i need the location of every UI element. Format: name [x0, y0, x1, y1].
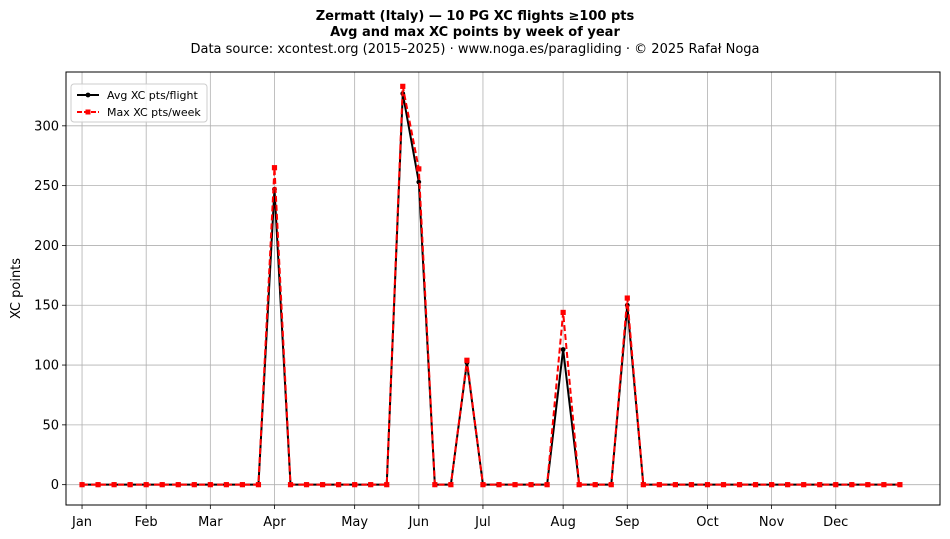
data-point — [608, 482, 614, 488]
data-point — [560, 347, 566, 352]
data-point — [175, 482, 181, 488]
data-point — [833, 482, 839, 488]
data-point — [544, 482, 550, 488]
data-point — [480, 482, 486, 488]
y-tick-label: 100 — [34, 359, 59, 374]
data-point — [159, 482, 165, 488]
data-point — [111, 482, 117, 488]
data-point — [416, 166, 422, 172]
data-point — [303, 482, 310, 488]
y-tick-label: 0 — [51, 478, 59, 493]
data-point — [368, 482, 374, 488]
series-max — [79, 83, 903, 488]
data-point — [560, 309, 566, 316]
data-point — [624, 295, 630, 301]
data-point — [400, 83, 406, 89]
x-tick-label: Jan — [71, 515, 92, 530]
data-point — [704, 482, 711, 488]
plot-frame — [65, 71, 941, 506]
x-tick-label: Feb — [135, 515, 158, 530]
data-point — [752, 482, 759, 488]
x-tick-label: Oct — [696, 515, 718, 530]
chart-title: Zermatt (Italy) — 10 PG XC flights ≥100 … — [315, 9, 635, 24]
data-point — [720, 482, 727, 488]
y-tick-label: 50 — [42, 418, 59, 433]
data-point — [384, 482, 390, 488]
series-line — [82, 85, 900, 486]
y-tick-label: 150 — [34, 299, 59, 314]
data-point — [223, 482, 229, 488]
data-point — [672, 482, 678, 488]
data-point — [801, 482, 807, 488]
data-point — [849, 482, 855, 488]
data-point — [79, 482, 85, 488]
x-tick-label: May — [341, 515, 368, 530]
y-tick-label: 250 — [34, 179, 59, 194]
data-point — [736, 482, 743, 488]
data-point — [817, 482, 823, 488]
data-point — [352, 482, 358, 488]
legend-box — [70, 83, 208, 123]
data-point — [191, 482, 197, 488]
legend-marker — [85, 92, 91, 98]
data-point — [336, 482, 342, 488]
legend-label: Avg XC pts/flight — [107, 89, 198, 102]
data-point — [496, 482, 502, 488]
y-axis: 0 50 100 150 200 250 300 — [34, 119, 66, 493]
x-tick-label: Sep — [615, 515, 640, 530]
x-axis: Jan Feb Mar Apr May Jun Jul Aug Sep Oct Nov Dec — [71, 505, 848, 530]
x-tick-label: Nov — [759, 515, 785, 530]
data-point — [464, 357, 470, 363]
y-axis-label: XC points — [9, 258, 24, 319]
grid-lines — [66, 72, 940, 505]
data-point — [512, 482, 518, 488]
data-point — [319, 482, 326, 488]
data-point — [448, 482, 454, 488]
data-point — [432, 482, 438, 488]
data-point — [239, 482, 246, 488]
data-point — [897, 482, 903, 488]
data-point — [207, 482, 213, 488]
data-point — [769, 482, 775, 488]
y-tick-label: 300 — [34, 119, 59, 134]
x-tick-label: Mar — [198, 515, 223, 530]
data-point — [688, 482, 695, 488]
data-point — [95, 482, 101, 488]
series-avg — [79, 91, 903, 488]
x-tick-label: Apr — [263, 515, 286, 530]
x-tick-label: Jun — [408, 515, 429, 530]
x-tick-label: Jul — [474, 515, 491, 530]
series-line — [82, 92, 900, 486]
chart-source-line: Data source: xcontest.org (2015–2025) · … — [190, 42, 760, 57]
data-point — [271, 165, 278, 171]
data-point — [576, 482, 582, 488]
x-tick-label: Dec — [823, 515, 848, 530]
legend-marker — [85, 109, 91, 115]
legend: Avg XC pts/flight Max XC pts/week — [70, 83, 208, 123]
chart-subtitle: Avg and max XC points by week of year — [330, 25, 620, 40]
series-layer — [79, 83, 903, 488]
x-tick-label: Aug — [550, 515, 575, 530]
data-point — [127, 482, 133, 488]
legend-label: Max XC pts/week — [107, 106, 201, 119]
y-tick-label: 200 — [34, 239, 59, 254]
data-point — [656, 482, 662, 488]
data-point — [881, 482, 887, 488]
data-point — [785, 482, 791, 488]
data-point — [865, 482, 871, 488]
data-point — [528, 482, 534, 488]
data-point — [255, 482, 262, 488]
data-point — [592, 482, 598, 488]
data-point — [143, 482, 149, 488]
data-point — [287, 482, 294, 488]
data-point — [640, 482, 646, 488]
